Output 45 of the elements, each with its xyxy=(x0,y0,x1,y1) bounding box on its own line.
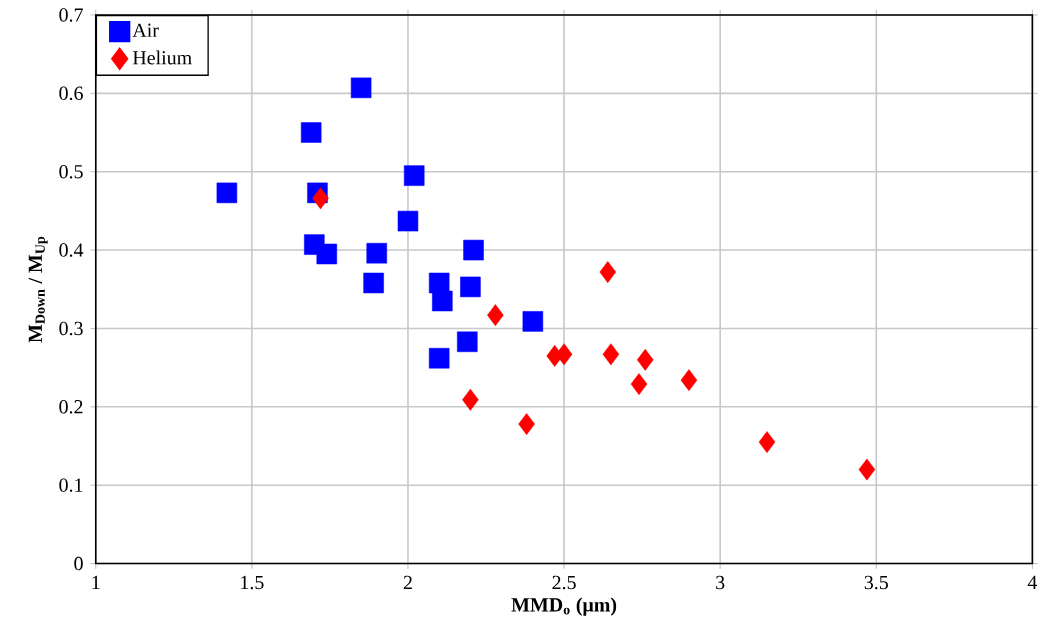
y-tick-label: 0.1 xyxy=(59,478,83,492)
y-tick-label: 0.5 xyxy=(59,164,83,179)
y-tick-label: 0.6 xyxy=(59,86,83,100)
x-tick-label: 3.5 xyxy=(864,575,888,590)
point xyxy=(460,276,481,297)
point xyxy=(636,348,654,371)
point xyxy=(518,412,535,435)
point xyxy=(350,77,372,98)
point xyxy=(403,165,425,186)
point xyxy=(487,304,504,326)
point xyxy=(680,369,698,391)
legend-label: Helium xyxy=(132,50,192,65)
y-tick-label: 0.3 xyxy=(59,321,83,336)
point xyxy=(312,187,329,210)
x-tick-label: 2 xyxy=(403,575,412,589)
point xyxy=(462,388,479,411)
text: M$_{Down}$ / M$_{Up}$ xyxy=(28,236,48,343)
x-tick-label: 1 xyxy=(92,575,100,589)
legend-label: Air xyxy=(132,23,159,37)
point xyxy=(316,243,338,265)
point xyxy=(428,347,450,369)
y-tick-label: 0.2 xyxy=(59,399,83,414)
point xyxy=(555,343,573,366)
y-tick-label: 0.7 xyxy=(59,8,83,22)
text: MMD$_{o}$ (μm) xyxy=(511,597,617,616)
point xyxy=(457,331,478,352)
point xyxy=(397,210,419,232)
x-tick-label: 1.5 xyxy=(241,575,264,590)
point xyxy=(432,290,453,312)
point xyxy=(758,431,776,453)
point xyxy=(599,260,617,283)
point xyxy=(363,272,384,294)
x-tick-label: 4 xyxy=(1027,575,1038,589)
x-tick-label: 2.5 xyxy=(552,575,576,590)
y-tick-label: 0 xyxy=(74,556,83,571)
point xyxy=(630,373,648,395)
point xyxy=(522,310,544,332)
y-tick-label: 0.4 xyxy=(59,243,84,257)
point xyxy=(216,182,238,203)
point xyxy=(366,242,387,264)
point xyxy=(602,343,620,366)
x-tick-label: 3 xyxy=(716,575,725,590)
point xyxy=(858,458,876,481)
point xyxy=(300,122,322,143)
point xyxy=(463,239,484,261)
